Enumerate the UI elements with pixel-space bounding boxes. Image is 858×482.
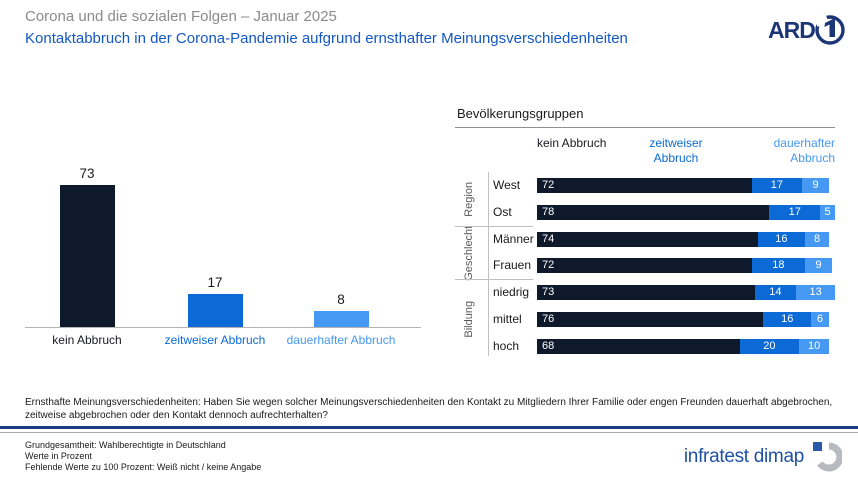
bar-value-label: 17 xyxy=(207,275,223,290)
bar xyxy=(59,185,115,327)
column-header: dauerhafter Abbruch xyxy=(773,136,835,165)
ard-one-icon xyxy=(824,18,835,37)
bar-segment: 16 xyxy=(757,231,806,247)
row-label: hoch xyxy=(493,338,520,353)
footnotes: Grundgesamtheit: Wahlberechtigte in Deut… xyxy=(25,440,261,473)
bar-category-label: zeitweiser Abbruch xyxy=(164,333,266,347)
column-header: kein Abbruch xyxy=(537,136,607,150)
bar-segment: 6 xyxy=(811,312,830,327)
bar-segment: 16 xyxy=(763,312,812,327)
bar xyxy=(313,311,369,327)
bar xyxy=(187,294,243,327)
infratest-dimap-logo-text: infratest dimap xyxy=(683,445,804,467)
bar-segment: 14 xyxy=(754,285,797,301)
column-header: zeitweiser Abbruch xyxy=(649,136,703,165)
infratest-dimap-logo: infratest dimap xyxy=(684,441,842,472)
ard-logo: ARD xyxy=(768,10,846,50)
group-divider-horizontal xyxy=(455,279,533,281)
survey-question: Ernsthafte Meinungsverschiedenheiten: Ha… xyxy=(25,397,833,421)
bar-segment: 73 xyxy=(537,285,755,301)
bar-segment: 17 xyxy=(751,178,803,193)
bar-segment: 74 xyxy=(537,231,758,247)
stacked-bar: 68 20 10 xyxy=(537,338,830,354)
footnote-line: Grundgesamtheit: Wahlberechtigte in Deut… xyxy=(25,440,226,450)
bar-value-label: 8 xyxy=(337,292,345,307)
stacked-bar: 78 17 5 xyxy=(537,204,835,220)
row-label: Frauen xyxy=(493,258,532,273)
demographics-title: Bevölkerungsgruppen xyxy=(457,106,584,121)
bar-segment: 18 xyxy=(751,258,806,274)
bar-segment: 5 xyxy=(820,204,835,220)
row-label: Männer xyxy=(493,231,534,246)
group-divider-vertical xyxy=(488,172,489,356)
ard-circle-icon xyxy=(815,15,845,45)
stacked-bar: 72 17 9 xyxy=(537,178,830,193)
page-title: Kontaktabbruch in der Corona-Pandemie au… xyxy=(25,30,628,47)
bar-segment: 76 xyxy=(537,312,764,327)
footnote-line: Fehlende Werte zu 100 Prozent: Weiß nich… xyxy=(25,462,262,472)
bar-segment: 10 xyxy=(799,338,830,354)
stacked-bar: 76 16 6 xyxy=(537,312,830,327)
stacked-bar: 73 14 13 xyxy=(537,285,835,301)
bar-segment: 72 xyxy=(537,258,752,274)
bar-segment: 9 xyxy=(805,258,832,274)
bar-segment: 13 xyxy=(796,285,835,301)
row-label: West xyxy=(493,178,521,192)
bar-segment: 9 xyxy=(802,178,830,193)
bar-segment: 68 xyxy=(537,338,740,354)
ard-logo-text: ARD xyxy=(768,17,815,43)
bar-segment: 8 xyxy=(805,231,830,247)
bar-segment: 20 xyxy=(739,338,800,354)
bar-category-label: dauerhafter Abbruch xyxy=(286,333,396,347)
x-axis-line xyxy=(25,327,421,328)
infratest-dimap-icon xyxy=(813,442,842,472)
footer-rule-blue xyxy=(0,426,858,429)
bar-category-label: kein Abbruch xyxy=(52,333,122,347)
panel-underline xyxy=(455,127,835,128)
bar-value-label: 73 xyxy=(79,166,95,181)
row-label: Ost xyxy=(493,204,512,219)
group-label: Region xyxy=(463,181,475,217)
group-label: Geschlecht xyxy=(463,224,475,280)
bar-segment: 72 xyxy=(537,178,752,193)
stacked-bar: 72 18 9 xyxy=(537,258,832,274)
bar-segment: 17 xyxy=(769,204,821,220)
stacked-bar: 74 16 8 xyxy=(537,231,830,247)
row-label: mittel xyxy=(493,312,522,326)
bar-segment: 78 xyxy=(537,204,770,220)
footer-rule-gray xyxy=(0,432,858,433)
supertitle: Corona und die sozialen Folgen – Januar … xyxy=(25,8,337,25)
group-divider-horizontal xyxy=(455,225,533,227)
row-label: niedrig xyxy=(493,285,530,300)
column-headers: kein Abbruch zeitweiser Abbruch dauerhafte… xyxy=(537,136,835,166)
footnote-line: Werte in Prozent xyxy=(25,451,92,461)
group-label: Bildung xyxy=(463,301,475,338)
